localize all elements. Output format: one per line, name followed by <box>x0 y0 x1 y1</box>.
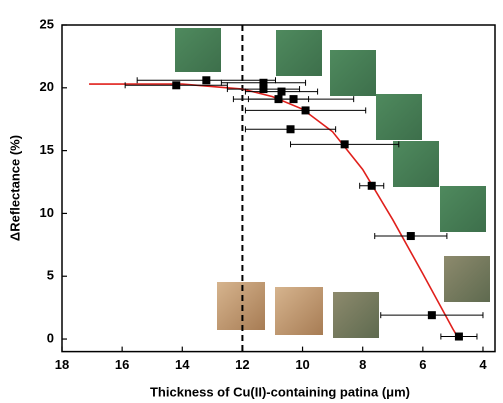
y-tick-label: 20 <box>40 79 54 94</box>
sample-photos <box>175 28 490 338</box>
y-tick-label: 0 <box>47 330 54 345</box>
point <box>454 332 463 341</box>
x-tick-label: 4 <box>479 357 487 372</box>
point <box>340 140 349 149</box>
point <box>259 85 268 94</box>
photo <box>333 292 379 338</box>
x-tick-label: 12 <box>235 357 249 372</box>
photo <box>276 30 322 76</box>
point <box>301 106 310 115</box>
x-tick-label: 18 <box>55 357 69 372</box>
photo <box>175 28 221 72</box>
y-tick-label: 15 <box>40 142 54 157</box>
y-axis-label: ΔReflectance (%) <box>7 135 22 241</box>
photo <box>444 256 490 302</box>
x-tick-label: 8 <box>359 357 366 372</box>
photo <box>330 50 376 96</box>
y-tick-label: 5 <box>47 268 54 283</box>
point <box>367 181 376 190</box>
point <box>406 232 415 241</box>
y-tick-label: 25 <box>40 16 54 31</box>
point <box>202 76 211 85</box>
x-tick-label: 6 <box>419 357 426 372</box>
plot-frame <box>61 24 496 353</box>
y-tick-label: 10 <box>40 205 54 220</box>
photo <box>440 186 486 232</box>
point <box>286 125 295 134</box>
point <box>172 81 181 90</box>
photo <box>217 282 265 330</box>
photo <box>376 94 422 140</box>
x-tick-label: 14 <box>175 357 190 372</box>
fit-curve <box>89 83 460 340</box>
point <box>259 78 268 87</box>
point <box>427 311 436 320</box>
x-axis-label: Thickness of Cu(II)-containing patina (μ… <box>150 384 410 399</box>
point <box>289 95 298 104</box>
photo <box>275 287 323 335</box>
x-tick-label: 10 <box>295 357 309 372</box>
x-tick-label: 16 <box>115 357 129 372</box>
photo <box>393 141 439 187</box>
point <box>277 87 286 96</box>
